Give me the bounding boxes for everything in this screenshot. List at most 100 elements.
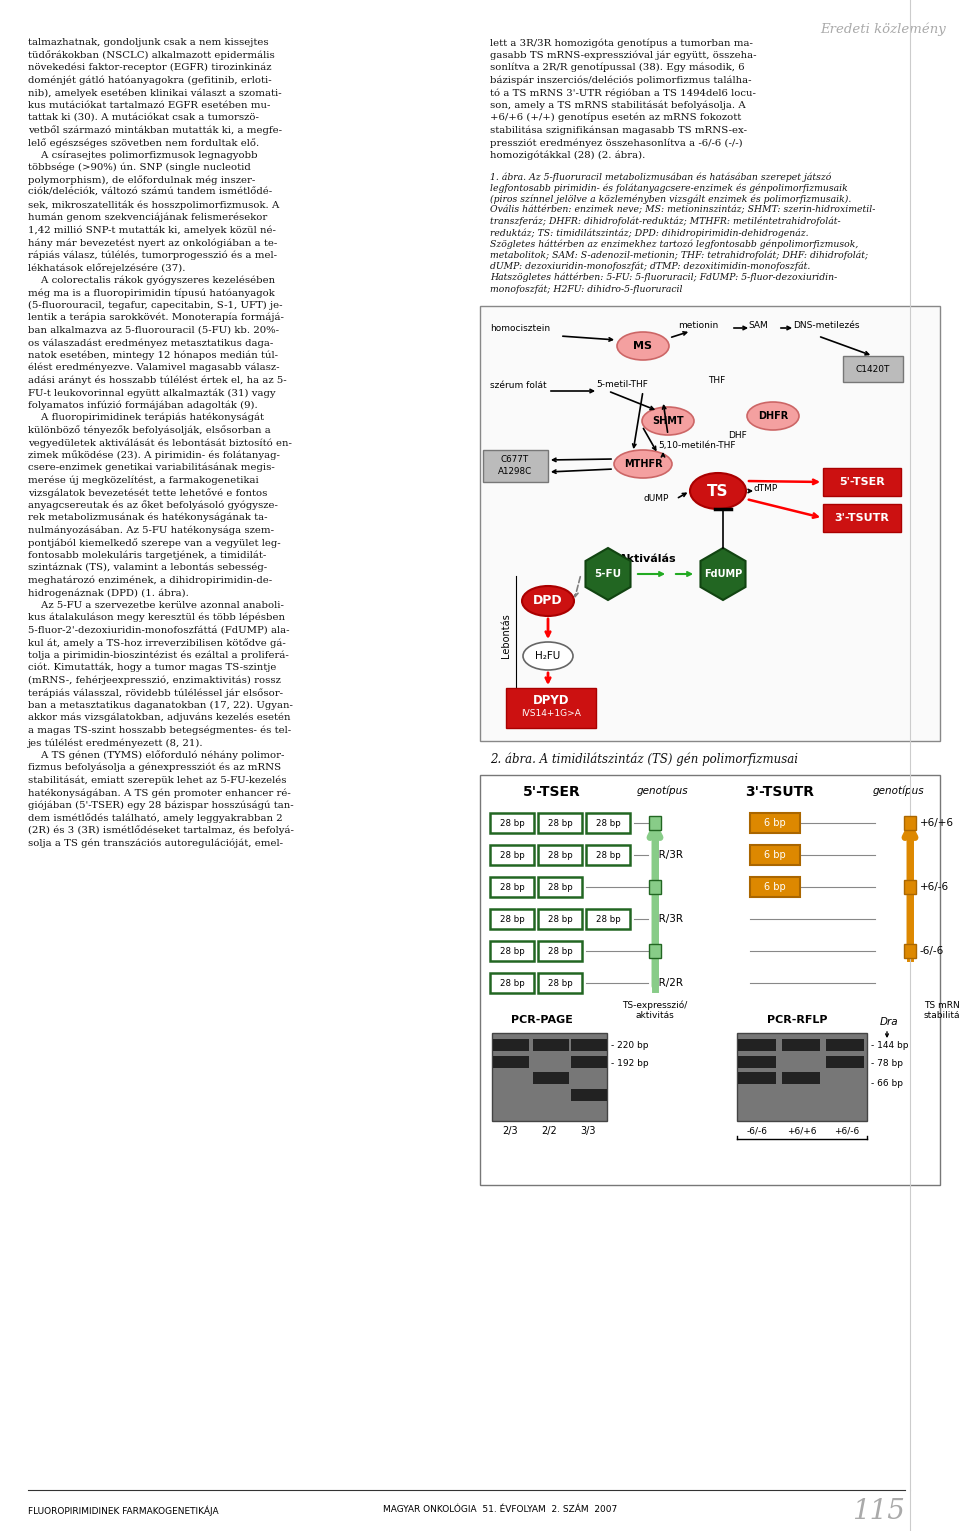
Text: giójában (5'-TSER) egy 28 bázispar hosszúságú tan-: giójában (5'-TSER) egy 28 bázispar hossz… bbox=[28, 801, 294, 810]
FancyBboxPatch shape bbox=[826, 1056, 864, 1069]
Text: lelő egészséges szövetben nem fordultak elő.: lelő egészséges szövetben nem fordultak … bbox=[28, 138, 259, 147]
Text: ban alkalmazva az 5-fluorouracil (5-FU) kb. 20%-: ban alkalmazva az 5-fluorouracil (5-FU) … bbox=[28, 326, 279, 334]
Text: 2/3: 2/3 bbox=[502, 1125, 517, 1136]
Text: 28 bp: 28 bp bbox=[499, 819, 524, 827]
Text: tolja a pirimidin-bioszintézist és ezáltal a proliferá-: tolja a pirimidin-bioszintézist és ezált… bbox=[28, 651, 289, 660]
FancyBboxPatch shape bbox=[480, 775, 940, 1185]
Text: 2R/2R: 2R/2R bbox=[652, 978, 683, 987]
Text: lékhatások előrejelzésére (37).: lékhatások előrejelzésére (37). bbox=[28, 263, 185, 273]
FancyBboxPatch shape bbox=[649, 816, 661, 830]
FancyBboxPatch shape bbox=[538, 909, 582, 929]
Text: A fluoropirimidinek terápiás hatékonyságát: A fluoropirimidinek terápiás hatékonyság… bbox=[28, 413, 264, 423]
Text: sek, mikroszatelliták és hosszpolimorfizmusok. A: sek, mikroszatelliták és hosszpolimorfiz… bbox=[28, 201, 279, 210]
Text: 28 bp: 28 bp bbox=[547, 882, 572, 891]
Text: többsége (>90%) ún. SNP (single nucleotid: többsége (>90%) ún. SNP (single nucleoti… bbox=[28, 162, 251, 173]
Text: vetből származó mintákban mutatták ki, a megfe-: vetből származó mintákban mutatták ki, a… bbox=[28, 126, 282, 135]
Text: Ovális háttérben: enzimek neve; MS: metioninszintáz; SHMT: szerin-hidroximetil-: Ovális háttérben: enzimek neve; MS: meti… bbox=[490, 205, 876, 214]
Text: stabilitását, emiatt szerepük lehet az 5-FU-kezelés: stabilitását, emiatt szerepük lehet az 5… bbox=[28, 776, 286, 785]
FancyBboxPatch shape bbox=[737, 1033, 867, 1121]
Text: dUMP: dUMP bbox=[643, 495, 668, 504]
Text: 28 bp: 28 bp bbox=[499, 914, 524, 923]
Ellipse shape bbox=[614, 450, 672, 478]
FancyBboxPatch shape bbox=[490, 877, 534, 897]
Ellipse shape bbox=[617, 332, 669, 360]
Text: 28 bp: 28 bp bbox=[547, 978, 572, 987]
Text: lett a 3R/3R homozigóta genotípus a tumorban ma-: lett a 3R/3R homozigóta genotípus a tumo… bbox=[490, 38, 753, 47]
Text: natok esetében, mintegy 12 hónapos medián túl-: natok esetében, mintegy 12 hónapos mediá… bbox=[28, 351, 278, 360]
Text: TS-expresszió/: TS-expresszió/ bbox=[622, 1001, 687, 1010]
Text: jes túlélést eredményezett (8, 21).: jes túlélést eredményezett (8, 21). bbox=[28, 738, 204, 747]
Text: TS: TS bbox=[708, 484, 729, 499]
Text: szérum folát: szérum folát bbox=[490, 381, 546, 390]
Text: dem ismétlődés található, amely leggyakrabban 2: dem ismétlődés található, amely leggyakr… bbox=[28, 813, 282, 822]
Text: genotípus: genotípus bbox=[873, 785, 924, 796]
Text: 3'-TSUTR: 3'-TSUTR bbox=[834, 513, 889, 524]
Text: genotípus: genotípus bbox=[636, 785, 687, 796]
Text: 2/2: 2/2 bbox=[541, 1125, 557, 1136]
Text: hány már bevezetést nyert az onkológiában a te-: hány már bevezetést nyert az onkológiába… bbox=[28, 237, 277, 248]
Text: még ma is a fluoropirimidin típusú hatóanyagok: még ma is a fluoropirimidin típusú hatóa… bbox=[28, 288, 275, 297]
FancyBboxPatch shape bbox=[782, 1072, 820, 1084]
Text: merése új megközelítést, a farmakogenetikai: merése új megközelítést, a farmakogeneti… bbox=[28, 476, 259, 485]
Text: folyamatos infúzió formájában adagolták (9).: folyamatos infúzió formájában adagolták … bbox=[28, 401, 257, 410]
Text: 6 bp: 6 bp bbox=[764, 882, 786, 893]
Text: -6/-6: -6/-6 bbox=[920, 946, 945, 955]
FancyBboxPatch shape bbox=[490, 845, 534, 865]
Text: 3'-TSUTR: 3'-TSUTR bbox=[746, 785, 814, 799]
Text: solja a TS gén transzációs autoregulációját, emel-: solja a TS gén transzációs autoreguláció… bbox=[28, 837, 283, 848]
FancyBboxPatch shape bbox=[750, 845, 800, 865]
Text: +6/+6: +6/+6 bbox=[920, 818, 954, 828]
Text: homocisztein: homocisztein bbox=[490, 325, 550, 334]
Text: PCR-PAGE: PCR-PAGE bbox=[511, 1015, 573, 1024]
Text: pontjából kiemelkedő szerepe van a vegyület leg-: pontjából kiemelkedő szerepe van a vegyü… bbox=[28, 537, 280, 548]
Text: 6 bp: 6 bp bbox=[764, 850, 786, 860]
Text: 5-metil-THF: 5-metil-THF bbox=[596, 380, 648, 389]
Text: szintáznak (TS), valamint a lebontás sebesség-: szintáznak (TS), valamint a lebontás seb… bbox=[28, 563, 267, 573]
Text: legfontosabb pirimidin- és folátanyagcsere-enzimek és génpolimorfizmusaik: legfontosabb pirimidin- és folátanyagcse… bbox=[490, 184, 848, 193]
Text: stabilitás: stabilitás bbox=[924, 1010, 960, 1020]
Text: IVS14+1G>A: IVS14+1G>A bbox=[521, 709, 581, 718]
Text: THF: THF bbox=[708, 377, 725, 384]
Text: 28 bp: 28 bp bbox=[499, 946, 524, 955]
Text: DHFR: DHFR bbox=[757, 410, 788, 421]
FancyBboxPatch shape bbox=[738, 1040, 776, 1050]
FancyBboxPatch shape bbox=[904, 945, 916, 958]
Text: élést eredményezve. Valamivel magasabb válasz-: élést eredményezve. Valamivel magasabb v… bbox=[28, 363, 279, 372]
Polygon shape bbox=[586, 548, 631, 600]
Text: 28 bp: 28 bp bbox=[595, 819, 620, 827]
Text: hidrogenáznak (DPD) (1. ábra).: hidrogenáznak (DPD) (1. ábra). bbox=[28, 588, 189, 597]
Text: +6/+6: +6/+6 bbox=[787, 1125, 817, 1134]
Text: MTHFR: MTHFR bbox=[624, 459, 662, 468]
Text: FU-t leukovorinnal együtt alkalmazták (31) vagy: FU-t leukovorinnal együtt alkalmazták (3… bbox=[28, 387, 276, 398]
Text: 5,10-metilén-THF: 5,10-metilén-THF bbox=[658, 441, 735, 450]
Text: anyagcsereutak és az őket befolyásoló gyógysze-: anyagcsereutak és az őket befolyásoló gy… bbox=[28, 501, 277, 510]
Text: +6/-6: +6/-6 bbox=[834, 1125, 859, 1134]
Ellipse shape bbox=[522, 586, 574, 615]
Text: transzferáz; DHFR: dihidrofolát-reduktáz; MTHFR: metiléntetrahidrofolát-: transzferáz; DHFR: dihidrofolát-reduktáz… bbox=[490, 217, 841, 227]
Text: zimek működése (23). A pirimidin- és folátanyag-: zimek működése (23). A pirimidin- és fol… bbox=[28, 450, 280, 461]
Text: ciót. Kimutatták, hogy a tumor magas TS-szintje: ciót. Kimutatták, hogy a tumor magas TS-… bbox=[28, 663, 276, 672]
Text: son, amely a TS mRNS stabilitását befolyásolja. A: son, amely a TS mRNS stabilitását befoly… bbox=[490, 101, 746, 110]
Text: 28 bp: 28 bp bbox=[547, 914, 572, 923]
Text: sonlítva a 2R/R genotípussal (38). Egy második, 6: sonlítva a 2R/R genotípussal (38). Egy m… bbox=[490, 63, 745, 72]
Text: (2R) és 3 (3R) ismétlődéseket tartalmaz, és befolyá-: (2R) és 3 (3R) ismétlődéseket tartalmaz,… bbox=[28, 825, 294, 836]
FancyBboxPatch shape bbox=[480, 306, 940, 741]
Text: nulmányozásában. Az 5-FU hatékonysága szem-: nulmányozásában. Az 5-FU hatékonysága sz… bbox=[28, 525, 274, 534]
Text: doménjét gátló hatóanyagokra (gefitinib, erloti-: doménjét gátló hatóanyagokra (gefitinib,… bbox=[28, 75, 272, 86]
Text: 28 bp: 28 bp bbox=[547, 851, 572, 859]
Text: hatékonyságában. A TS gén promoter enhancer ré-: hatékonyságában. A TS gén promoter enhan… bbox=[28, 788, 291, 798]
Text: rek metabolizmusának és hatékonyságának ta-: rek metabolizmusának és hatékonyságának … bbox=[28, 513, 268, 522]
Text: fontosabb molekuláris targetjének, a timidilát-: fontosabb molekuláris targetjének, a tim… bbox=[28, 551, 266, 560]
Text: vegyedületek aktiválását és lebontását biztosító en-: vegyedületek aktiválását és lebontását b… bbox=[28, 438, 292, 447]
Text: Hatszögletes háttérben: 5-FU: 5-fluoruracil; FdUMP: 5-fluor-dezoxiuridin-: Hatszögletes háttérben: 5-FU: 5-fluorura… bbox=[490, 273, 837, 282]
FancyBboxPatch shape bbox=[538, 974, 582, 994]
FancyBboxPatch shape bbox=[823, 468, 901, 496]
Text: Szögletes háttérben az enzimekhez tartozó legfontosabb génpolimorfizmusok,: Szögletes háttérben az enzimekhez tartoz… bbox=[490, 239, 858, 248]
Text: A TS génen (TYMS) előforduló néhány polimor-: A TS génen (TYMS) előforduló néhány poli… bbox=[28, 750, 284, 761]
Text: Lebontás: Lebontás bbox=[501, 614, 511, 658]
Text: 6 bp: 6 bp bbox=[764, 818, 786, 828]
Text: adási arányt és hosszabb túlélést értek el, ha az 5-: adási arányt és hosszabb túlélést értek … bbox=[28, 375, 287, 384]
Text: - 144 bp: - 144 bp bbox=[871, 1041, 908, 1049]
Text: DHF: DHF bbox=[728, 432, 747, 439]
FancyBboxPatch shape bbox=[750, 877, 800, 897]
